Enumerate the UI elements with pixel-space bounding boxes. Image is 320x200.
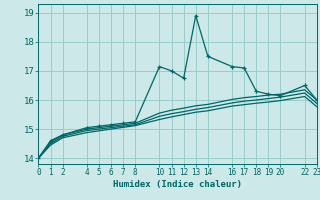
X-axis label: Humidex (Indice chaleur): Humidex (Indice chaleur) [113, 180, 242, 189]
